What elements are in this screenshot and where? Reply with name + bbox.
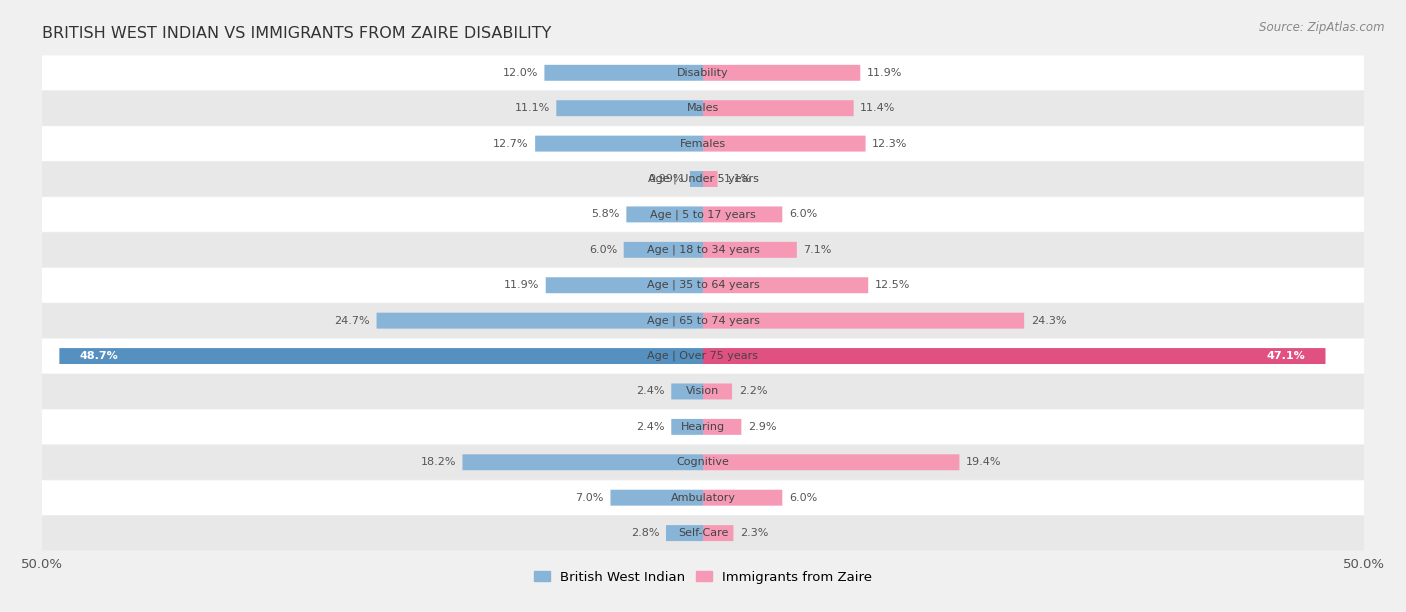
Text: 0.99%: 0.99% — [648, 174, 683, 184]
Text: 11.1%: 11.1% — [515, 103, 550, 113]
FancyBboxPatch shape — [42, 197, 1364, 232]
FancyBboxPatch shape — [690, 171, 703, 187]
FancyBboxPatch shape — [703, 384, 733, 400]
Text: Males: Males — [688, 103, 718, 113]
FancyBboxPatch shape — [42, 445, 1364, 480]
Text: 48.7%: 48.7% — [79, 351, 118, 361]
Text: Vision: Vision — [686, 386, 720, 397]
FancyBboxPatch shape — [610, 490, 703, 506]
FancyBboxPatch shape — [703, 100, 853, 116]
Text: Cognitive: Cognitive — [676, 457, 730, 468]
Text: Ambulatory: Ambulatory — [671, 493, 735, 502]
Text: 2.3%: 2.3% — [740, 528, 769, 538]
FancyBboxPatch shape — [626, 206, 703, 222]
Text: 11.9%: 11.9% — [503, 280, 538, 290]
FancyBboxPatch shape — [42, 268, 1364, 302]
FancyBboxPatch shape — [42, 374, 1364, 409]
Legend: British West Indian, Immigrants from Zaire: British West Indian, Immigrants from Zai… — [529, 565, 877, 589]
FancyBboxPatch shape — [703, 171, 717, 187]
Text: Age | 35 to 64 years: Age | 35 to 64 years — [647, 280, 759, 291]
FancyBboxPatch shape — [703, 454, 959, 470]
FancyBboxPatch shape — [463, 454, 703, 470]
FancyBboxPatch shape — [703, 490, 782, 506]
FancyBboxPatch shape — [624, 242, 703, 258]
Text: 2.2%: 2.2% — [738, 386, 768, 397]
Text: BRITISH WEST INDIAN VS IMMIGRANTS FROM ZAIRE DISABILITY: BRITISH WEST INDIAN VS IMMIGRANTS FROM Z… — [42, 26, 551, 42]
FancyBboxPatch shape — [42, 516, 1364, 550]
Text: 2.4%: 2.4% — [636, 386, 665, 397]
FancyBboxPatch shape — [42, 162, 1364, 196]
Text: Age | Over 75 years: Age | Over 75 years — [648, 351, 758, 361]
FancyBboxPatch shape — [42, 480, 1364, 515]
FancyBboxPatch shape — [703, 206, 782, 222]
Text: 2.8%: 2.8% — [631, 528, 659, 538]
Text: 12.3%: 12.3% — [872, 138, 907, 149]
FancyBboxPatch shape — [703, 65, 860, 81]
Text: Age | 18 to 34 years: Age | 18 to 34 years — [647, 245, 759, 255]
Text: 6.0%: 6.0% — [789, 209, 817, 220]
FancyBboxPatch shape — [42, 56, 1364, 90]
FancyBboxPatch shape — [703, 277, 868, 293]
Text: 6.0%: 6.0% — [789, 493, 817, 502]
FancyBboxPatch shape — [42, 126, 1364, 161]
FancyBboxPatch shape — [557, 100, 703, 116]
Text: 2.9%: 2.9% — [748, 422, 776, 432]
FancyBboxPatch shape — [703, 348, 1326, 364]
Text: Age | 5 to 17 years: Age | 5 to 17 years — [650, 209, 756, 220]
Text: Disability: Disability — [678, 68, 728, 78]
Text: 6.0%: 6.0% — [589, 245, 617, 255]
Text: Hearing: Hearing — [681, 422, 725, 432]
FancyBboxPatch shape — [703, 525, 734, 541]
Text: 11.4%: 11.4% — [860, 103, 896, 113]
Text: 1.1%: 1.1% — [724, 174, 752, 184]
Text: Age | Under 5 years: Age | Under 5 years — [648, 174, 758, 184]
Text: 47.1%: 47.1% — [1267, 351, 1306, 361]
Text: 12.7%: 12.7% — [494, 138, 529, 149]
Text: Females: Females — [681, 138, 725, 149]
Text: 2.4%: 2.4% — [636, 422, 665, 432]
FancyBboxPatch shape — [703, 136, 866, 152]
FancyBboxPatch shape — [42, 233, 1364, 267]
FancyBboxPatch shape — [703, 419, 741, 435]
FancyBboxPatch shape — [42, 409, 1364, 444]
FancyBboxPatch shape — [671, 419, 703, 435]
Text: 24.3%: 24.3% — [1031, 316, 1066, 326]
FancyBboxPatch shape — [671, 384, 703, 400]
Text: 7.0%: 7.0% — [575, 493, 605, 502]
FancyBboxPatch shape — [703, 242, 797, 258]
FancyBboxPatch shape — [42, 338, 1364, 373]
Text: 19.4%: 19.4% — [966, 457, 1001, 468]
FancyBboxPatch shape — [536, 136, 703, 152]
Text: 24.7%: 24.7% — [335, 316, 370, 326]
FancyBboxPatch shape — [546, 277, 703, 293]
Text: Age | 65 to 74 years: Age | 65 to 74 years — [647, 315, 759, 326]
Text: 5.8%: 5.8% — [592, 209, 620, 220]
FancyBboxPatch shape — [544, 65, 703, 81]
Text: 12.0%: 12.0% — [502, 68, 537, 78]
FancyBboxPatch shape — [377, 313, 703, 329]
Text: 7.1%: 7.1% — [803, 245, 832, 255]
Text: Self-Care: Self-Care — [678, 528, 728, 538]
FancyBboxPatch shape — [703, 313, 1024, 329]
Text: 11.9%: 11.9% — [868, 68, 903, 78]
FancyBboxPatch shape — [42, 304, 1364, 338]
FancyBboxPatch shape — [666, 525, 703, 541]
Text: 12.5%: 12.5% — [875, 280, 910, 290]
Text: Source: ZipAtlas.com: Source: ZipAtlas.com — [1260, 21, 1385, 34]
FancyBboxPatch shape — [59, 348, 703, 364]
Text: 18.2%: 18.2% — [420, 457, 456, 468]
FancyBboxPatch shape — [42, 91, 1364, 125]
